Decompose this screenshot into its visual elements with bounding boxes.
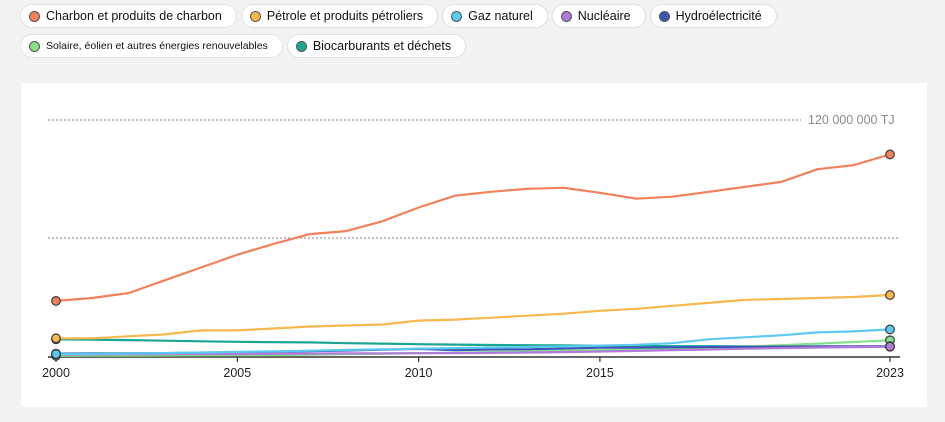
legend-swatch-icon — [29, 10, 40, 22]
line-chart: 120 000 000 TJ 2000 2005 2010 2015 2023 — [42, 113, 904, 380]
x-tick-label: 2015 — [586, 366, 614, 380]
data-point — [885, 341, 895, 352]
legend-row: Charbon et produits de charbon Pétrole et… — [20, 4, 920, 28]
series-line — [54, 328, 892, 356]
legend-item[interactable]: Hydroélectricité — [649, 4, 777, 28]
legend-swatch-icon — [29, 40, 40, 52]
legend-swatch-icon — [451, 10, 463, 22]
legend-item[interactable]: Charbon et produits de charbon — [20, 4, 237, 28]
legend-row: Solaire, éolien et autres énergies renou… — [20, 34, 920, 58]
series-line — [54, 293, 892, 340]
legend: Charbon et produits de charbon Pétrole et… — [20, 4, 920, 64]
legend-item[interactable]: Pétrole et produits pétroliers — [240, 4, 439, 28]
legend-label: Pétrole et produits pétroliers — [266, 9, 424, 23]
legend-item[interactable]: Gaz naturel — [442, 4, 548, 28]
data-point — [51, 349, 61, 359]
series-line — [54, 345, 892, 356]
x-tick-label: 2000 — [42, 366, 70, 380]
chart-panel: 120 000 000 TJ 2000 2005 2010 2015 2023 — [21, 83, 927, 407]
legend-label: Biocarburants et déchets — [312, 39, 452, 53]
legend-item[interactable]: Nucléaire — [551, 4, 646, 28]
data-point — [51, 296, 61, 306]
x-tick-label: 2005 — [223, 366, 251, 380]
x-tick-label: 2010 — [405, 366, 433, 380]
data-point — [885, 324, 895, 335]
legend-swatch-icon — [295, 40, 307, 52]
legend-label: Solaire, éolien et autres énergies renou… — [46, 40, 268, 52]
legend-item[interactable]: Solaire, éolien et autres énergies renou… — [20, 34, 283, 58]
data-point — [885, 290, 895, 300]
legend-label: Nucléaire — [577, 9, 631, 23]
data-point — [51, 333, 61, 344]
legend-label: Gaz naturel — [468, 9, 533, 23]
series-line — [54, 153, 892, 302]
legend-label: Charbon et produits de charbon — [46, 9, 222, 23]
data-point — [885, 149, 895, 160]
legend-swatch-icon — [658, 10, 670, 22]
legend-item[interactable]: Biocarburants et déchets — [286, 34, 467, 58]
legend-swatch-icon — [249, 10, 261, 22]
x-tick-label: 2023 — [876, 366, 904, 380]
y-grid-label: 120 000 000 TJ — [808, 113, 895, 127]
legend-label: Hydroélectricité — [675, 9, 762, 23]
legend-swatch-icon — [560, 10, 572, 22]
